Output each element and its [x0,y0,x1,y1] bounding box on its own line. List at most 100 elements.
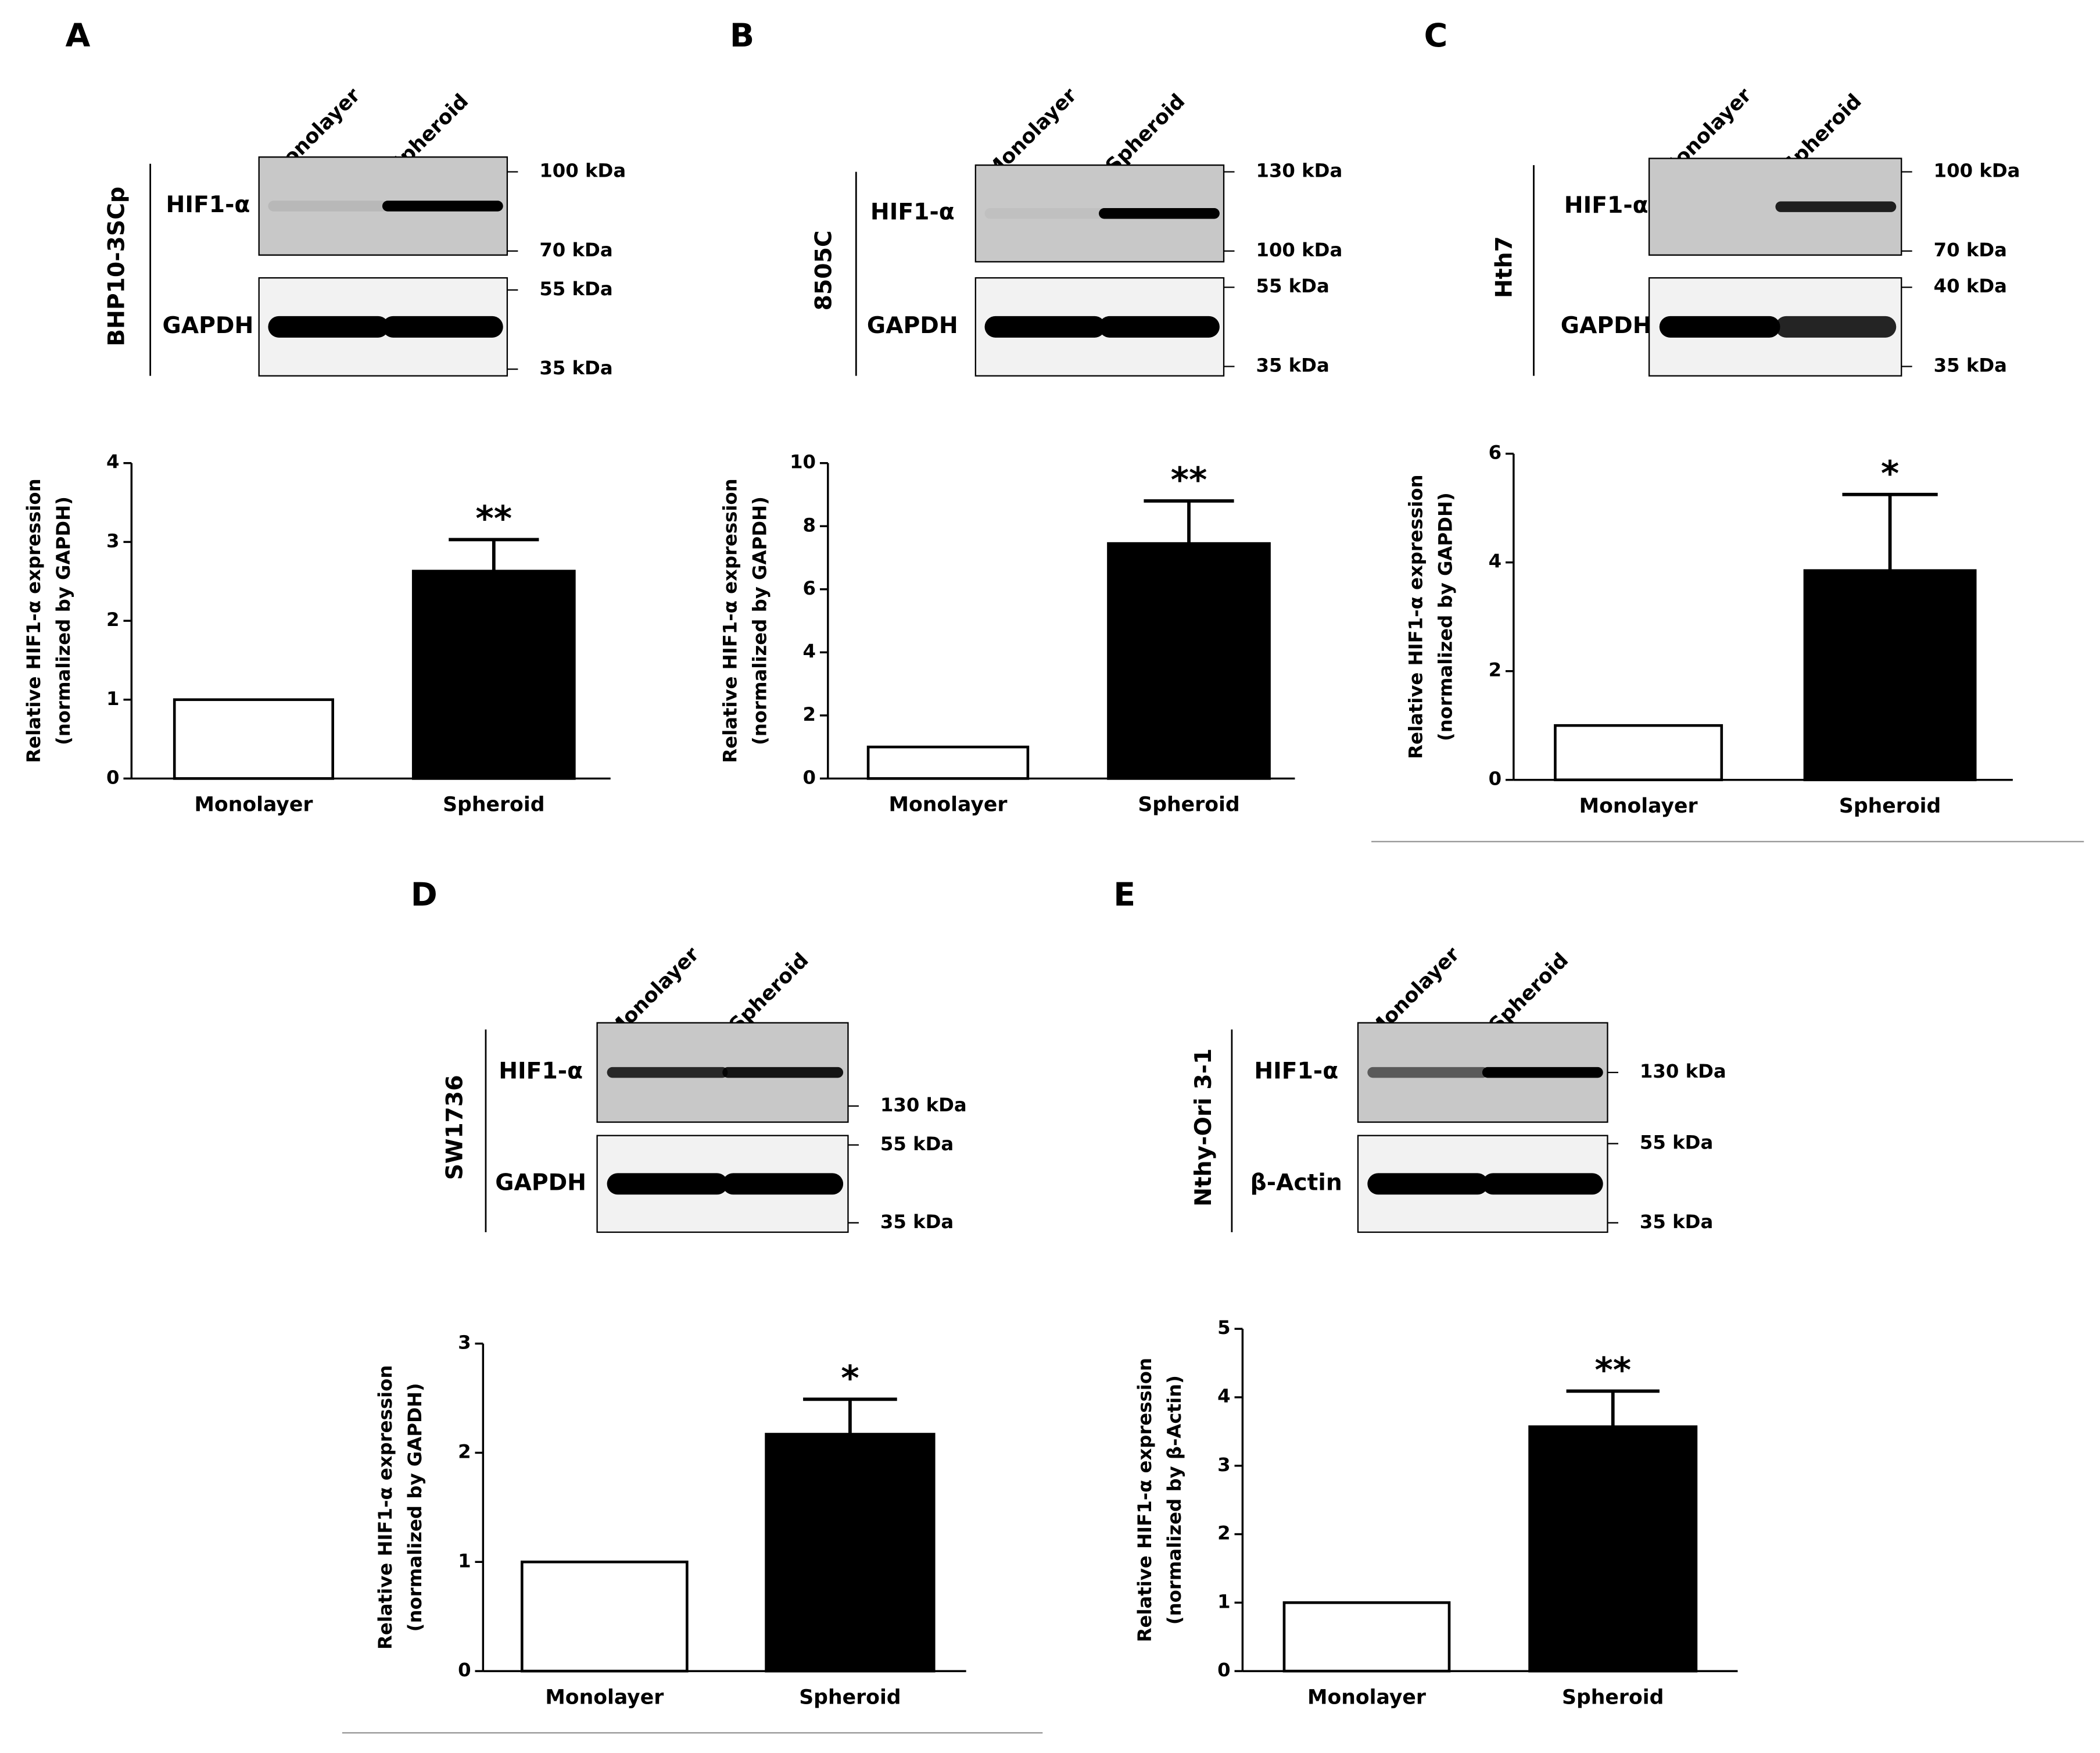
y-axis-label: (normalized by GAPDH) [404,1383,426,1632]
marker-label: 100 kDa [1256,239,1342,261]
panel-letter: D [411,877,438,914]
panel: D Monolayer Spheroid SW1736 HIF1-α GAPDH 130 k… [342,877,1043,1734]
marker-label: 70 kDa [539,239,612,261]
y-tick-label: 3 [1217,1454,1230,1476]
error-bar [1144,499,1234,544]
marker-label: 35 kDa [880,1211,954,1233]
panel: C Monolayer Spheroid Hth7 HIF1-α GAPDH 100 kDa… [1371,17,2084,843]
band-label: HIF1-α [166,192,250,218]
band [1482,1067,1603,1078]
y-tick-label: 2 [1489,659,1501,681]
band [1482,1173,1603,1195]
bar [173,698,335,780]
band [1099,208,1220,219]
y-tick-label: 5 [1217,1316,1230,1339]
marker-label: 55 kDa [539,278,612,300]
y-tick-label: 0 [1217,1659,1230,1681]
marker-label: 130 kDa [1640,1060,1726,1082]
panel: B Monolayer Spheroid 8505C HIF1-α GAPDH 130 kD… [719,17,1343,817]
y-axis-label: (normalized by GAPDH) [748,496,771,745]
cell-line: Hth7 [1491,236,1517,298]
bar [1282,1601,1451,1673]
band-label: GAPDH [495,1169,586,1196]
y-tick-label: 1 [106,688,119,710]
marker-label: 70 kDa [1934,239,2007,261]
cell-line: SW1736 [442,1075,468,1180]
band [382,201,503,212]
panel: A Monolayer Spheroid BHP10-3SCp HIF1-α GAPDH 1… [23,17,626,817]
band [722,1067,844,1078]
band-label: β-Actin [1250,1169,1342,1196]
band [1659,316,1780,338]
band [268,316,389,338]
y-tick-label: 4 [803,640,816,662]
cell-line: Nthy-Ori 3-1 [1191,1049,1217,1207]
bar [411,570,576,780]
band-label: HIF1-α [499,1058,583,1085]
band [984,208,1106,219]
y-tick-label: 3 [458,1332,471,1354]
bar [1803,569,1977,782]
error-bar [449,538,539,571]
panel: E Monolayer Spheroid Nthy-Ori 3-1 HIF1-α β-Ac… [1113,877,1738,1709]
y-tick-label: 4 [1217,1385,1230,1407]
error-bar [1842,492,1938,571]
y-tick-label: 2 [1217,1522,1230,1544]
significance: ** [1171,460,1207,500]
y-tick-label: 6 [803,577,816,599]
y-axis-label: (normalized by GAPDH) [1434,492,1456,741]
marker-label: 40 kDa [1934,275,2007,297]
y-tick-label: 2 [106,609,119,631]
bar [520,1560,689,1673]
x-tick-label: Spheroid [1839,795,1941,818]
band [1775,316,1897,338]
band-label: GAPDH [163,313,254,339]
error-bar [1566,1389,1660,1427]
y-tick-label: 4 [1489,550,1501,573]
marker-label: 55 kDa [880,1133,954,1155]
band [1367,1067,1489,1078]
band [607,1067,728,1078]
x-tick-label: Spheroid [443,793,544,817]
bar [1528,1425,1698,1673]
significance: * [1881,453,1899,494]
x-tick-label: Monolayer [545,1686,664,1709]
cell-line: 8505C [811,230,837,310]
marker-label: 35 kDa [1934,354,2007,376]
y-tick-label: 1 [1217,1590,1230,1612]
x-tick-label: Spheroid [1562,1686,1664,1709]
band-label: GAPDH [867,313,958,339]
y-tick-label: 0 [106,766,119,788]
marker-label: 35 kDa [539,357,612,379]
band-label: HIF1-α [870,199,955,226]
y-tick-label: 2 [458,1440,471,1462]
y-tick-label: 2 [803,703,816,725]
x-tick-label: Monolayer [889,793,1008,817]
marker-label: 100 kDa [539,160,626,182]
bar [1554,724,1723,782]
y-axis-label: (normalized by β-Actin) [1163,1375,1185,1625]
marker-label: 55 kDa [1640,1132,1713,1154]
y-tick-label: 10 [790,451,816,473]
band [268,201,389,212]
y-tick-label: 0 [458,1659,471,1681]
panel-letter: C [1424,17,1448,55]
marker-label: 100 kDa [1934,160,2020,182]
y-tick-label: 1 [458,1550,471,1572]
band-label: GAPDH [1561,313,1652,339]
x-tick-label: Monolayer [1579,795,1698,818]
panel-letter: B [730,17,754,55]
y-tick-label: 8 [803,514,816,536]
bar [866,745,1030,780]
marker-label: 35 kDa [1256,354,1329,376]
cell-line: BHP10-3SCp [104,187,130,346]
marker-label: 55 kDa [1256,275,1329,297]
band-label: HIF1-α [1254,1058,1338,1085]
y-axis-label: Relative HIF1-α expression [23,478,45,763]
y-tick-label: 3 [106,530,119,552]
significance: ** [475,499,512,539]
x-tick-label: Monolayer [1307,1686,1426,1709]
band [984,316,1106,338]
error-bar [803,1397,897,1434]
